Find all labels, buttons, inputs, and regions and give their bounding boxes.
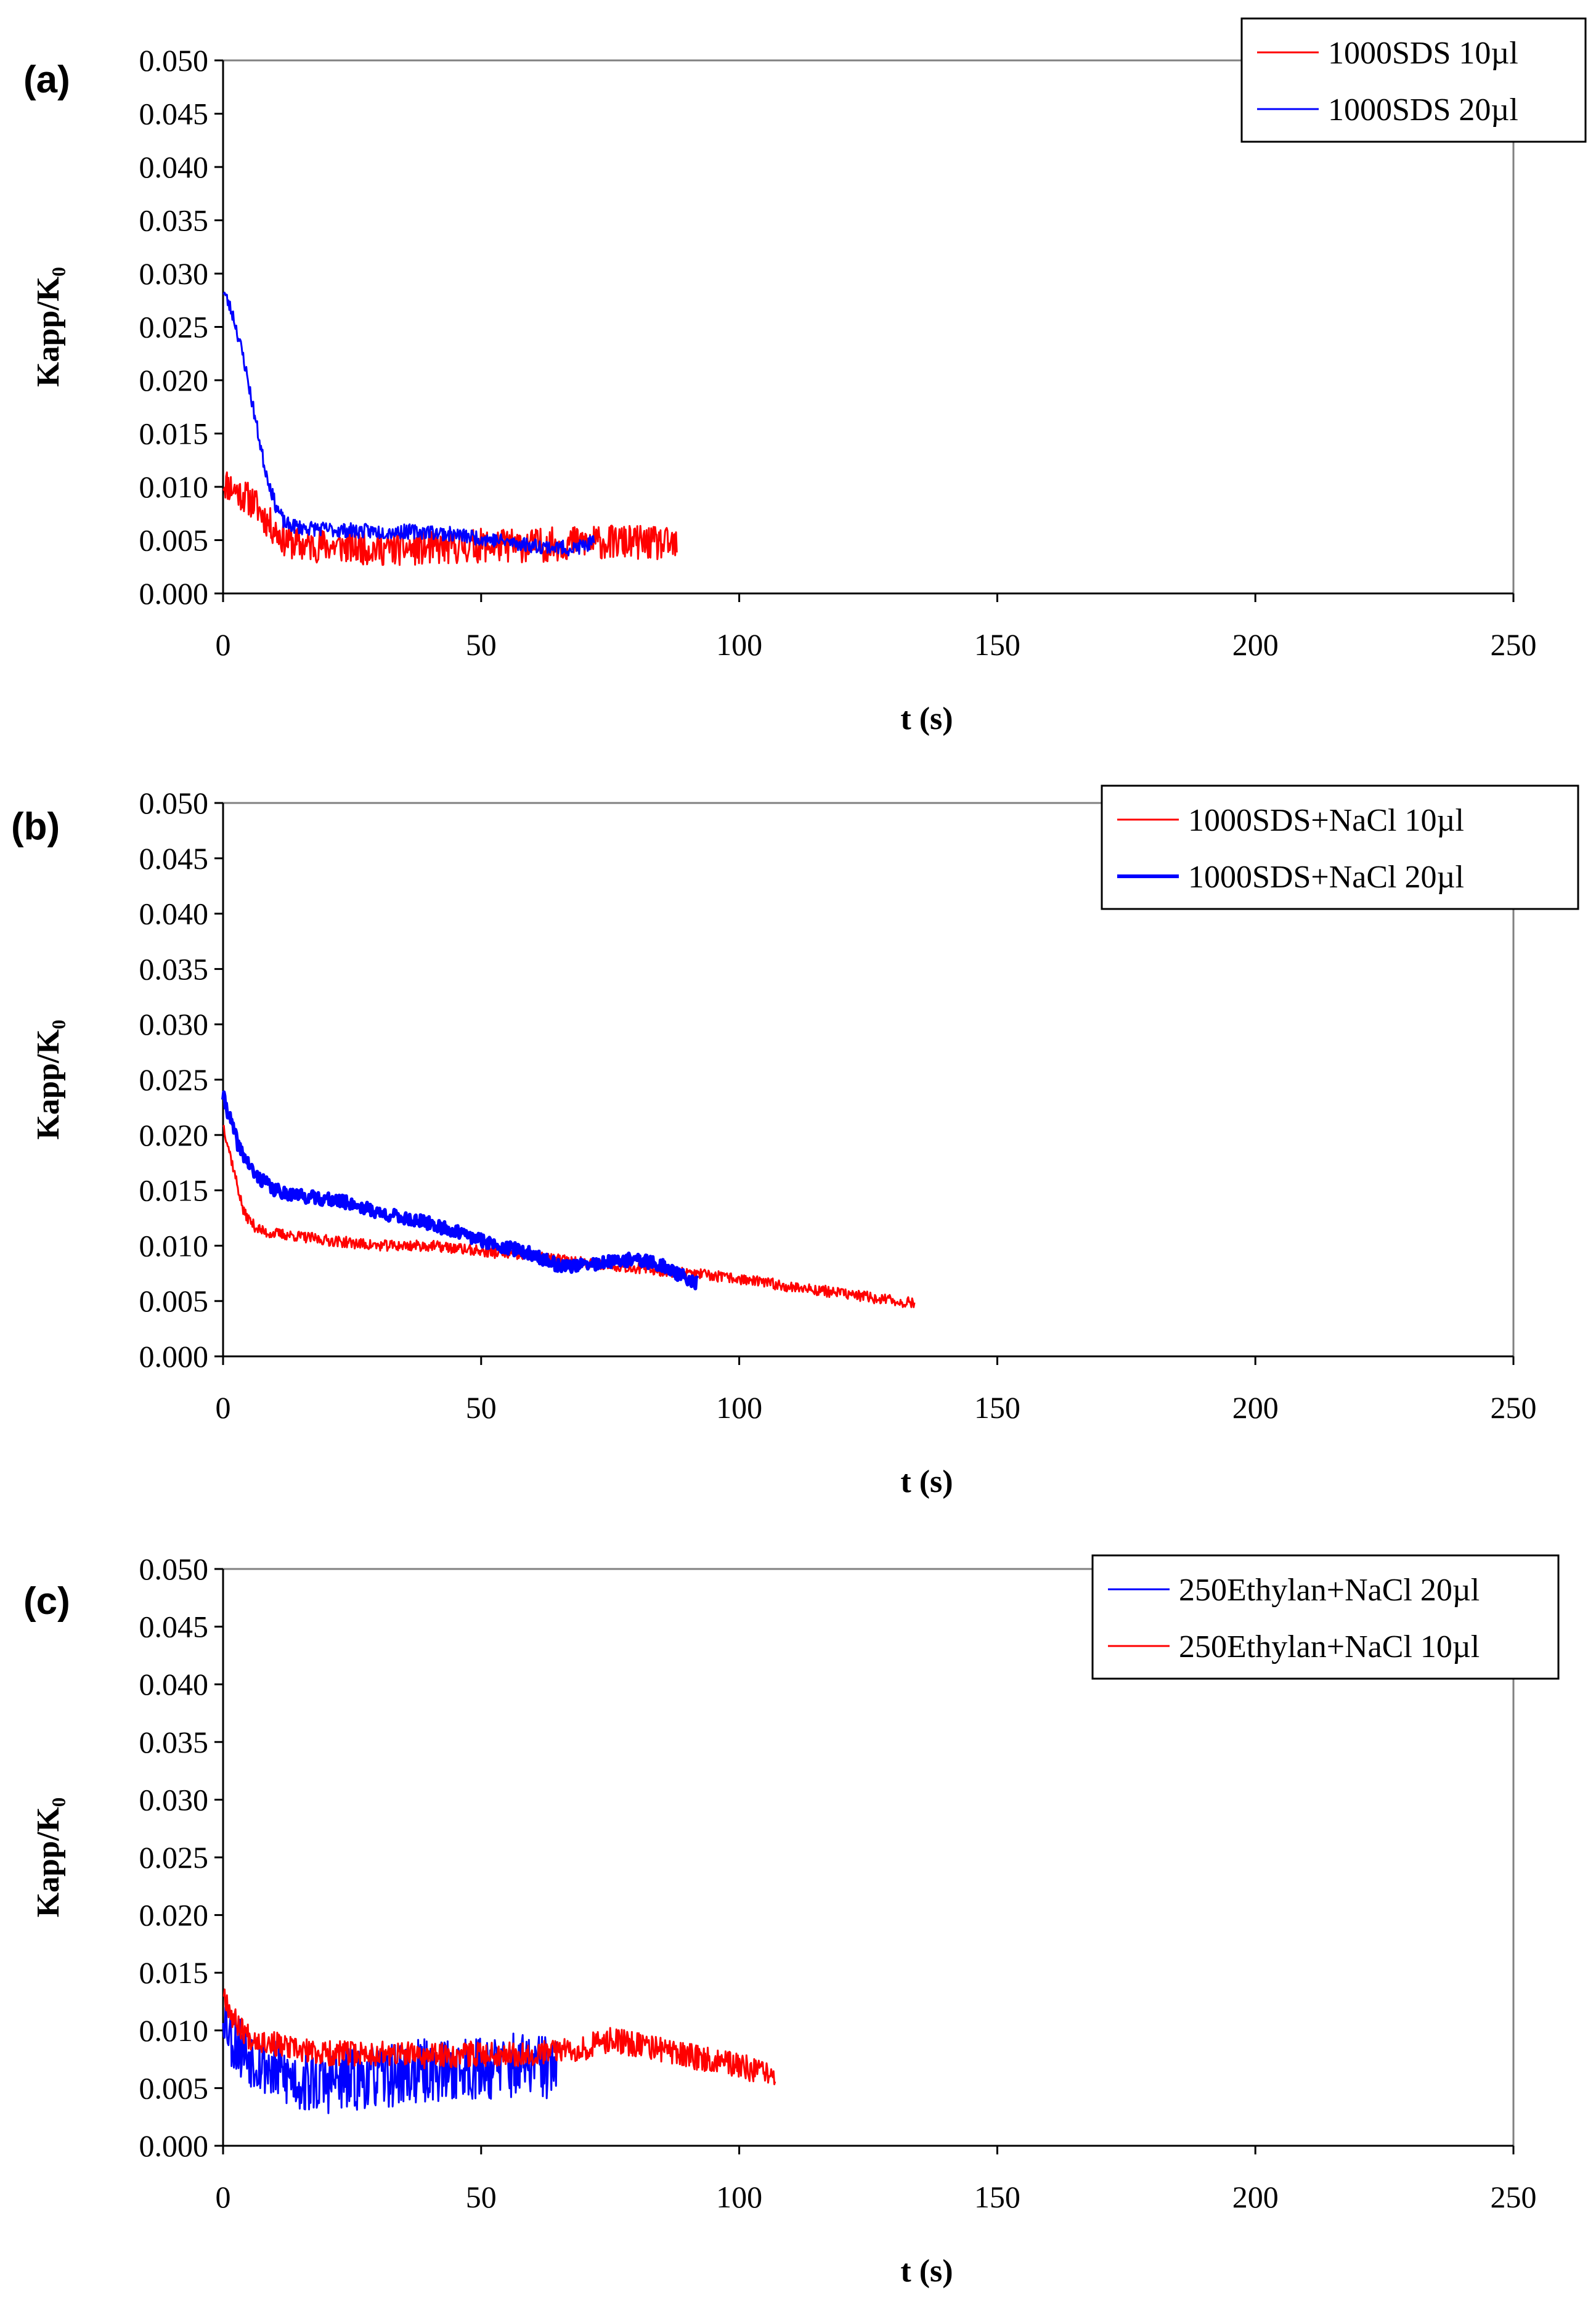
y-tick-label: 0.030 xyxy=(139,1007,209,1041)
x-tick-label: 100 xyxy=(716,627,762,662)
panel-label-a: (a) xyxy=(23,59,70,101)
legend-label: 250Ethylan+NaCl 10µl xyxy=(1179,1629,1480,1664)
legend-box xyxy=(1240,17,1587,143)
y-tick-label: 0.010 xyxy=(139,2013,209,2048)
legend-label: 250Ethylan+NaCl 20µl xyxy=(1179,1573,1480,1608)
y-axis-title: Kapp/K₀ xyxy=(31,1798,66,1918)
y-tick-label: 0.000 xyxy=(139,576,209,611)
x-tick-label: 0 xyxy=(216,2180,231,2214)
x-axis-title: t (s) xyxy=(900,701,953,736)
y-tick-label: 0.035 xyxy=(139,951,209,986)
y-tick-label: 0.030 xyxy=(139,1782,209,1817)
x-tick-label: 150 xyxy=(974,627,1020,662)
x-tick-label: 200 xyxy=(1232,1390,1279,1425)
x-tick-label: 150 xyxy=(974,2180,1020,2214)
series-line-1 xyxy=(222,1125,916,1308)
y-tick-label: 0.020 xyxy=(139,1898,209,1933)
x-tick-label: 0 xyxy=(216,1390,231,1425)
y-tick-label: 0.015 xyxy=(139,417,209,451)
y-tick-label: 0.020 xyxy=(139,363,209,397)
x-tick-label: 150 xyxy=(974,1390,1020,1425)
y-axis-title: Kapp/K₀ xyxy=(31,267,66,387)
chart-a-svg: 0.000 0.005 0.010 0.015 0.020 0.025 0.030 0.035… xyxy=(23,17,1587,736)
x-tick-label: 250 xyxy=(1491,2180,1537,2214)
y-tick-label: 0.005 xyxy=(139,523,209,558)
x-tick-label: 50 xyxy=(466,2180,497,2214)
chart-panel-b: 0.000 0.005 0.010 0.015 0.020 0.025 0.030 0.035… xyxy=(0,768,1596,1537)
y-tick-label: 0.035 xyxy=(139,203,209,238)
x-tick-label: 200 xyxy=(1232,2180,1279,2214)
y-tick-label: 0.030 xyxy=(139,256,209,291)
x-tick-label: 200 xyxy=(1232,627,1279,662)
y-tick-label: 0.015 xyxy=(139,1173,209,1208)
x-tick-label: 50 xyxy=(466,1390,497,1425)
series-line-1 xyxy=(222,471,678,566)
y-tick-label: 0.050 xyxy=(139,43,209,78)
y-tick-label: 0.000 xyxy=(139,2129,209,2163)
x-tick-label: 0 xyxy=(216,627,231,662)
y-tick-label: 0.045 xyxy=(139,97,209,131)
x-tick-label: 250 xyxy=(1491,1390,1537,1425)
y-tick-label: 0.045 xyxy=(139,841,209,876)
x-tick-label: 100 xyxy=(716,1390,762,1425)
chart-panel-c: 0.000 0.005 0.010 0.015 0.020 0.025 0.030 0.035… xyxy=(0,1537,1596,2305)
x-tick-label: 100 xyxy=(716,2180,762,2214)
y-axis-title: Kapp/K₀ xyxy=(31,1020,66,1140)
legend-box xyxy=(1091,1554,1560,1680)
y-tick-label: 0.045 xyxy=(139,1610,209,1644)
chart-b-svg: 0.000 0.005 0.010 0.015 0.020 0.025 0.030 0.035… xyxy=(11,784,1579,1499)
legend-label: 1000SDS+NaCl 20µl xyxy=(1188,860,1464,895)
x-tick-label: 250 xyxy=(1491,627,1537,662)
y-tick-label: 0.020 xyxy=(139,1118,209,1152)
legend-label: 1000SDS+NaCl 10µl xyxy=(1188,803,1464,838)
y-tick-label: 0.005 xyxy=(139,1284,209,1318)
y-tick-label: 0.015 xyxy=(139,1955,209,1990)
panel-label-b: (b) xyxy=(11,805,60,848)
series-line-2 xyxy=(222,1988,776,2085)
y-tick-label: 0.010 xyxy=(139,470,209,504)
x-tick-label: 50 xyxy=(466,627,497,662)
x-axis-title: t (s) xyxy=(900,2254,953,2289)
panel-label-c: (c) xyxy=(23,1580,70,1623)
y-tick-label: 0.040 xyxy=(139,150,209,184)
y-tick-label: 0.010 xyxy=(139,1228,209,1263)
y-tick-label: 0.050 xyxy=(139,786,209,820)
y-tick-label: 0.005 xyxy=(139,2071,209,2105)
chart-c-svg: 0.000 0.005 0.010 0.015 0.020 0.025 0.030 0.035… xyxy=(23,1552,1560,2289)
chart-panel-a: 0.000 0.005 0.010 0.015 0.020 0.025 0.030 0.035… xyxy=(0,0,1596,768)
legend-label: 1000SDS 10µl xyxy=(1328,36,1518,71)
y-tick-label: 0.025 xyxy=(139,310,209,344)
y-tick-label: 0.040 xyxy=(139,897,209,931)
series-line-2 xyxy=(221,1090,699,1290)
y-tick-label: 0.025 xyxy=(139,1840,209,1875)
y-tick-label: 0.025 xyxy=(139,1062,209,1097)
y-tick-label: 0.040 xyxy=(139,1667,209,1701)
series-line-2 xyxy=(222,291,595,556)
y-tick-label: 0.035 xyxy=(139,1725,209,1759)
y-tick-label: 0.000 xyxy=(139,1339,209,1374)
y-tick-label: 0.050 xyxy=(139,1552,209,1586)
legend-label: 1000SDS 20µl xyxy=(1328,92,1518,128)
legend-box xyxy=(1101,784,1579,910)
x-axis-title: t (s) xyxy=(900,1464,953,1499)
